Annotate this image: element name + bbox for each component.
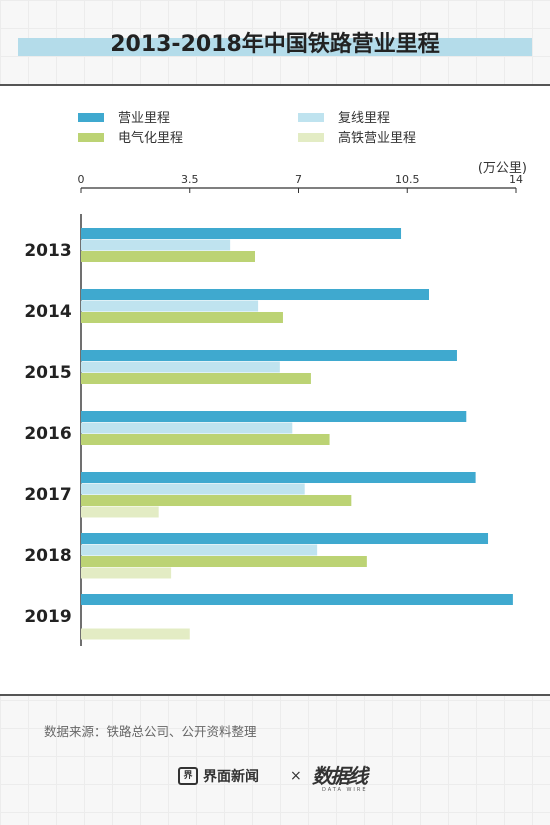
bar	[81, 239, 231, 251]
bar	[81, 411, 467, 422]
chart-panel: 营业里程 复线里程电气化里程 高铁营业里程 (万公里) 0 3.5 7 10.5 14 2013 2…	[0, 84, 550, 696]
bar	[81, 594, 513, 605]
category-label: 2019	[24, 607, 71, 627]
bar	[81, 350, 457, 361]
bar	[81, 434, 330, 445]
bar	[81, 228, 402, 239]
legend-label: 电气化里程	[118, 130, 183, 146]
legend-label: 营业里程	[118, 111, 170, 126]
bar	[81, 472, 476, 483]
x-tick-label: 0	[78, 173, 85, 186]
footer: 界 界面新闻 × 数据线 DATA WIRE	[0, 756, 550, 796]
datawire-brand: 数据线 DATA WIRE	[312, 760, 368, 793]
bar	[81, 312, 283, 323]
x-tick-label: 10.5	[395, 173, 420, 186]
legend-swatch	[298, 113, 324, 122]
bar	[81, 533, 489, 544]
bar	[81, 506, 159, 518]
bar	[81, 300, 259, 312]
datawire-logo: 数据线	[312, 764, 368, 788]
jiemian-logo-glyph: 界	[183, 770, 193, 781]
category-label: 2015	[24, 363, 71, 383]
legend-swatch	[298, 133, 324, 142]
jiemian-brand: 界 界面新闻	[178, 766, 259, 786]
times-sign: ×	[290, 768, 302, 784]
category-label: 2018	[24, 546, 71, 566]
bar	[81, 361, 280, 373]
title-highlight-bar	[18, 38, 532, 56]
bar	[81, 567, 172, 579]
category-label: 2014	[24, 302, 71, 322]
x-tick-label: 7	[295, 173, 302, 186]
legend-swatch	[78, 113, 104, 122]
axis-unit-label: (万公里)	[478, 161, 527, 176]
datawire-sub: DATA WIRE	[322, 787, 368, 793]
bar	[81, 373, 311, 384]
x-tick-label: 14	[509, 173, 523, 186]
bar	[81, 483, 305, 495]
legend-label: 复线里程	[338, 111, 390, 126]
legend-label: 高铁营业里程	[338, 130, 416, 146]
bar	[81, 628, 190, 640]
source-note: 数据来源：铁路总公司、公开资料整理	[44, 724, 257, 739]
bar	[81, 251, 255, 262]
legend-swatch	[78, 133, 104, 142]
bar	[81, 422, 293, 434]
x-tick-label: 3.5	[181, 173, 199, 186]
category-label: 2013	[24, 241, 71, 261]
category-label: 2016	[24, 424, 71, 444]
bar	[81, 556, 367, 567]
bar	[81, 495, 352, 506]
jiemian-brand-name: 界面新闻	[203, 769, 259, 785]
category-label: 2017	[24, 485, 71, 505]
jiemian-logo-icon: 界	[178, 767, 198, 785]
chart-title: 2013-2018年中国铁路营业里程	[110, 32, 440, 57]
bar	[81, 544, 318, 556]
bar	[81, 289, 429, 300]
